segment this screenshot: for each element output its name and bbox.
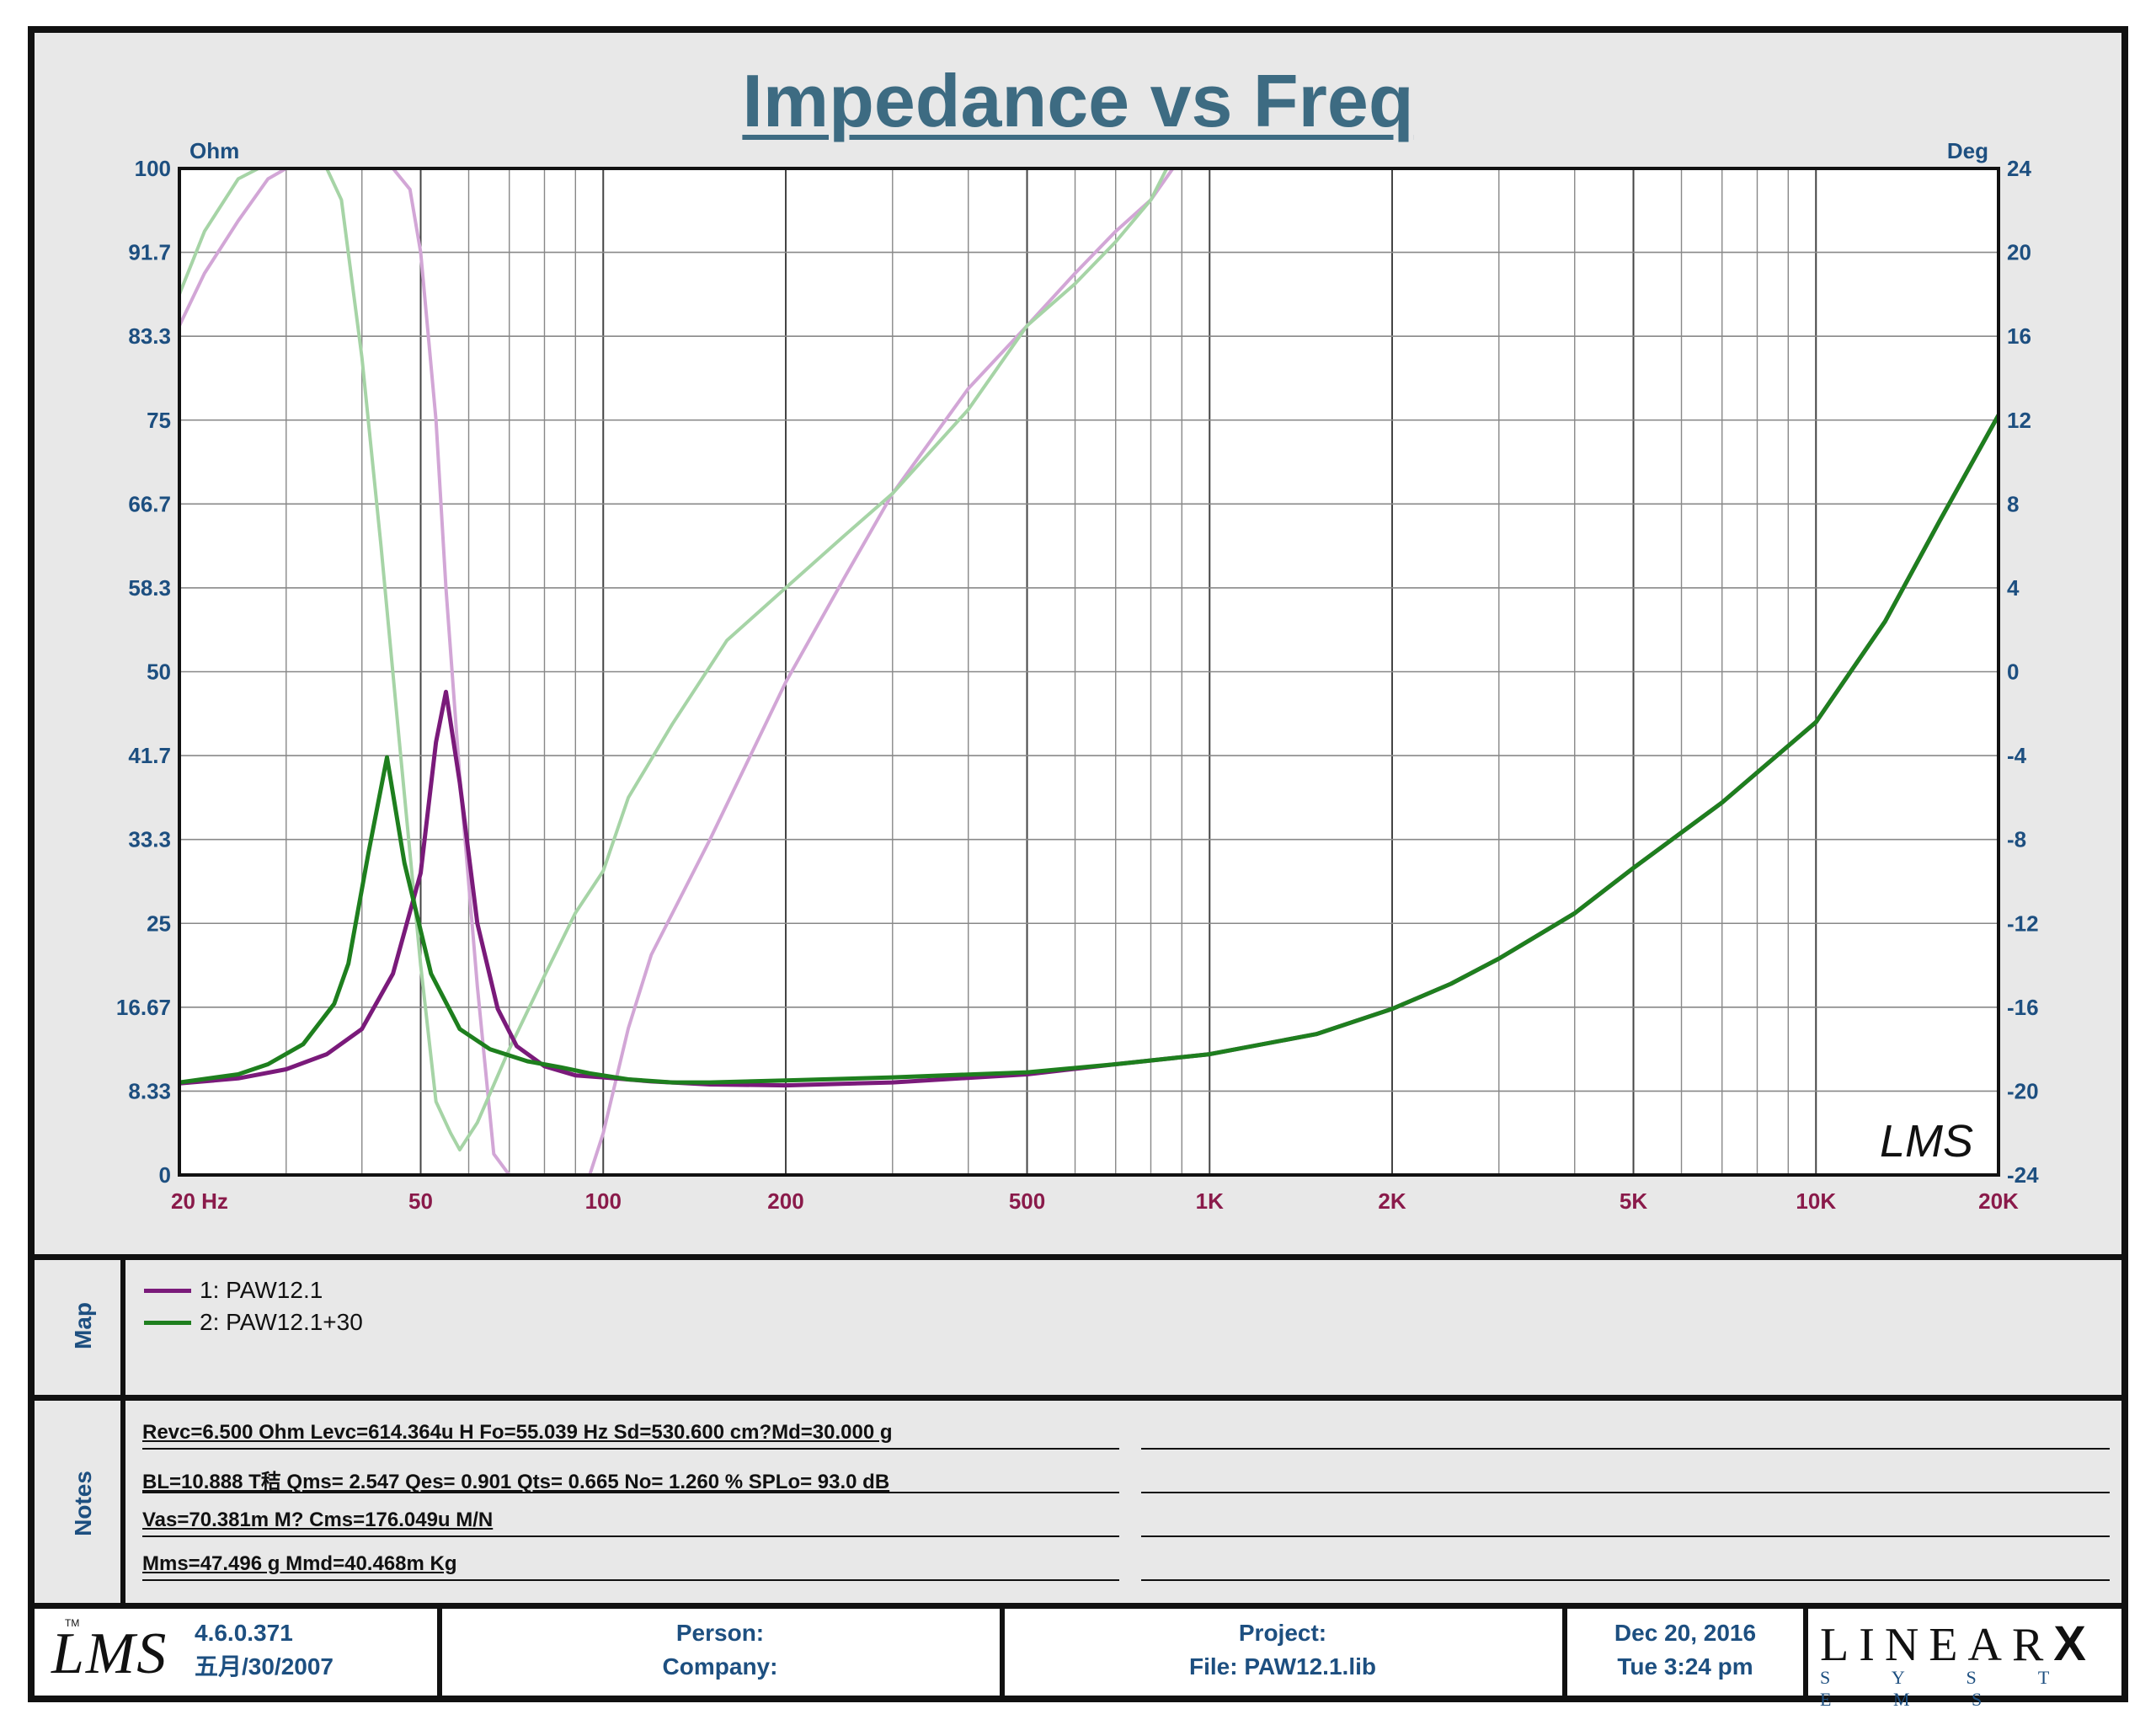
x-tick-label: 10K — [1796, 1188, 1836, 1214]
series-phase-4 — [179, 168, 1999, 1152]
separator-2 — [35, 1395, 2121, 1401]
y-tick-left: 75 — [147, 408, 171, 433]
note-line-1: Revc=6.500 Ohm Levc=614.364u H Fo=55.039… — [142, 1421, 893, 1444]
version: 4.6.0.371 — [195, 1620, 293, 1646]
note-rule-1b — [1141, 1448, 2110, 1450]
y-tick-right: -12 — [2007, 911, 2039, 936]
y-axis-left-label: Ohm — [189, 138, 239, 163]
note-line-2: BL=10.888 T秸 Qms= 2.547 Qes= 0.901 Qts= … — [142, 1471, 890, 1493]
footer-logo: LMS — [51, 1621, 168, 1686]
note-line-3: Vas=70.381m M? Cms=176.049u M/N — [142, 1509, 494, 1531]
y-tick-right: -16 — [2007, 995, 2039, 1020]
y-tick-right: 4 — [2007, 575, 2020, 601]
x-tick-label: 20K — [1978, 1188, 2019, 1214]
note-rule-1a — [142, 1448, 1119, 1450]
x-tick-label: 5K — [1620, 1188, 1647, 1214]
report-date: Dec 20, 2016 — [1614, 1620, 1757, 1646]
chart-title: Impedance vs Freq — [742, 59, 1414, 142]
brand-x: X — [2053, 1616, 2086, 1671]
series-impedance-2 — [179, 414, 1999, 1085]
legend-swatch-2 — [144, 1320, 191, 1325]
footer-divider-2 — [1000, 1609, 1005, 1696]
footer-panel: LMS TM 4.6.0.371 五月/30/2007 Person: Comp… — [35, 1609, 2121, 1710]
x-tick-label: 500 — [1009, 1188, 1045, 1214]
notes-divider — [120, 1401, 125, 1603]
chart-panel: Impedance vs Freq 0 8.33 16.67 25 33.3 41.7 50… — [35, 33, 2121, 1254]
y-tick-left: 50 — [147, 660, 171, 685]
note-rule-2a — [142, 1492, 1119, 1493]
y-tick-right: 0 — [2007, 660, 2019, 685]
x-tick-label: 100 — [585, 1188, 622, 1214]
footer-divider-1 — [437, 1609, 442, 1696]
y-tick-right: -20 — [2007, 1078, 2039, 1103]
report-frame: Impedance vs Freq 0 8.33 16.67 25 33.3 41.7 50… — [28, 26, 2128, 1710]
y-tick-left: 41.7 — [128, 743, 171, 768]
version-date: 五月/30/2007 — [195, 1653, 334, 1680]
map-label: Map — [70, 1302, 96, 1349]
company-label: Company: — [662, 1653, 778, 1680]
axis-layer: 0 8.33 16.67 25 33.3 41.7 50 58.3 66.7 75 83.3 91.7… — [116, 138, 2039, 1214]
footer-divider-3 — [1562, 1609, 1567, 1696]
separator-3 — [35, 1603, 2121, 1609]
brand-name: LINEAR — [1820, 1619, 2054, 1671]
y-axis-right-label: Deg — [1947, 138, 1988, 163]
notes-label: Notes — [70, 1471, 96, 1536]
y-tick-left: 66.7 — [128, 491, 171, 516]
note-line-4: Mms=47.496 g Mmd=40.468m Kg — [142, 1552, 457, 1575]
project-label: Project: — [1238, 1620, 1327, 1646]
series-layer — [179, 168, 1999, 1175]
x-tick-label: 50 — [408, 1188, 433, 1214]
plot-lms-logo: LMS — [1880, 1116, 1973, 1167]
legend-label-2: 2: PAW12.1+30 — [200, 1309, 363, 1335]
note-rule-3b — [1141, 1535, 2110, 1537]
x-tick-label: 200 — [767, 1188, 803, 1214]
brand-sub: S Y S T E M S — [1820, 1667, 2078, 1710]
x-tick-label: 1K — [1196, 1188, 1224, 1214]
report-time: Tue 3:24 pm — [1617, 1653, 1753, 1680]
y-tick-right: 24 — [2007, 156, 2031, 181]
y-tick-right: -24 — [2007, 1162, 2039, 1188]
plot-border — [178, 167, 2000, 1177]
legend-item-1[interactable]: 1: PAW12.1 — [144, 1277, 323, 1304]
y-tick-left: 91.7 — [128, 240, 171, 265]
person-label: Person: — [675, 1620, 765, 1646]
x-tick-label: 2K — [1378, 1188, 1406, 1214]
footer-logo-tm: TM — [65, 1617, 80, 1629]
impedance-chart: 0 8.33 16.67 25 33.3 41.7 50 58.3 66.7 75 83.3 91.7… — [116, 138, 2039, 1214]
y-tick-left: 33.3 — [128, 827, 171, 852]
legend-swatch-1 — [144, 1288, 191, 1293]
y-tick-left: 16.67 — [116, 995, 171, 1020]
notes-panel: Notes Revc=6.500 Ohm Levc=614.364u H Fo=… — [35, 1401, 2121, 1603]
separator-1 — [35, 1254, 2121, 1260]
legend-label-1: 1: PAW12.1 — [200, 1277, 323, 1303]
y-tick-right: 8 — [2007, 491, 2019, 516]
y-tick-left: 83.3 — [128, 323, 171, 349]
x-tick-label: 20 Hz — [171, 1188, 228, 1214]
y-tick-left: 100 — [135, 156, 171, 181]
map-divider — [120, 1260, 125, 1395]
note-rule-4a — [142, 1579, 1119, 1581]
y-tick-left: 58.3 — [128, 575, 171, 601]
y-tick-right: 20 — [2007, 240, 2031, 265]
y-tick-right: -8 — [2007, 827, 2026, 852]
file-label: File: PAW12.1.lib — [1189, 1653, 1376, 1680]
note-rule-2b — [1141, 1492, 2110, 1493]
y-tick-right: 16 — [2007, 323, 2031, 349]
map-panel: Map 1: PAW12.1 2: PAW12.1+30 — [35, 1260, 2121, 1395]
y-tick-left: 8.33 — [128, 1078, 171, 1103]
y-tick-left: 25 — [147, 911, 171, 936]
note-rule-4b — [1141, 1579, 2110, 1581]
footer-divider-4 — [1803, 1609, 1808, 1696]
note-rule-3a — [142, 1535, 1119, 1537]
legend-item-2[interactable]: 2: PAW12.1+30 — [144, 1309, 363, 1336]
y-tick-left: 0 — [159, 1162, 171, 1188]
y-tick-right: -4 — [2007, 743, 2027, 768]
y-tick-right: 12 — [2007, 408, 2031, 433]
brand-logo: LINEARX S Y S T E M S — [1820, 1616, 2115, 1711]
grid-layer — [179, 168, 1999, 1176]
